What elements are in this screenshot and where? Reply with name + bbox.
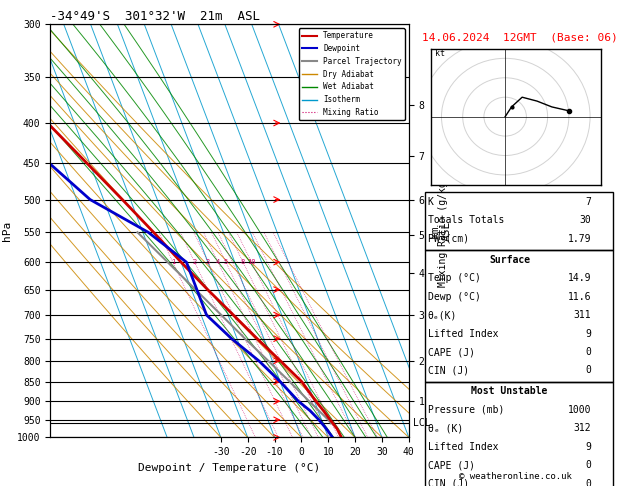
- Text: K: K: [428, 197, 433, 207]
- Text: Surface: Surface: [489, 255, 530, 265]
- Text: CIN (J): CIN (J): [428, 479, 469, 486]
- Text: 311: 311: [574, 310, 591, 320]
- Text: 1: 1: [170, 259, 175, 265]
- Text: Lifted Index: Lifted Index: [428, 442, 498, 452]
- Text: Most Unstable: Most Unstable: [471, 386, 548, 397]
- Text: 7: 7: [586, 197, 591, 207]
- Text: CAPE (J): CAPE (J): [428, 460, 475, 470]
- Y-axis label: km
ASL: km ASL: [430, 221, 452, 241]
- Text: CAPE (J): CAPE (J): [428, 347, 475, 357]
- Text: 4: 4: [216, 259, 220, 265]
- Text: 10: 10: [247, 259, 256, 265]
- Y-axis label: hPa: hPa: [1, 221, 11, 241]
- Text: 14.06.2024  12GMT  (Base: 06): 14.06.2024 12GMT (Base: 06): [421, 33, 618, 43]
- Text: © weatheronline.co.uk: © weatheronline.co.uk: [459, 472, 572, 481]
- Text: Lifted Index: Lifted Index: [428, 329, 498, 339]
- Text: 0: 0: [586, 479, 591, 486]
- Text: Pressure (mb): Pressure (mb): [428, 405, 504, 415]
- Text: Temp (°C): Temp (°C): [428, 273, 481, 283]
- Text: Dewp (°C): Dewp (°C): [428, 292, 481, 302]
- Text: 30: 30: [579, 215, 591, 226]
- Text: 5: 5: [224, 259, 228, 265]
- Text: PW (cm): PW (cm): [428, 234, 469, 244]
- Text: CIN (J): CIN (J): [428, 365, 469, 376]
- Text: 1000: 1000: [568, 405, 591, 415]
- Text: -34°49'S  301°32'W  21m  ASL: -34°49'S 301°32'W 21m ASL: [50, 10, 260, 23]
- Text: θₑ(K): θₑ(K): [428, 310, 457, 320]
- X-axis label: Dewpoint / Temperature (°C): Dewpoint / Temperature (°C): [138, 463, 321, 473]
- Legend: Temperature, Dewpoint, Parcel Trajectory, Dry Adiabat, Wet Adiabat, Isotherm, Mi: Temperature, Dewpoint, Parcel Trajectory…: [299, 28, 405, 120]
- Text: 2: 2: [192, 259, 197, 265]
- Text: 9: 9: [586, 442, 591, 452]
- Text: kt: kt: [435, 50, 445, 58]
- Text: 11.6: 11.6: [568, 292, 591, 302]
- Text: 8: 8: [241, 259, 245, 265]
- Text: θₑ (K): θₑ (K): [428, 423, 463, 434]
- Text: 0: 0: [586, 460, 591, 470]
- Text: 0: 0: [586, 347, 591, 357]
- Text: 1.79: 1.79: [568, 234, 591, 244]
- Text: Mixing Ratio (g/kg): Mixing Ratio (g/kg): [438, 175, 447, 287]
- Text: 0: 0: [586, 365, 591, 376]
- Text: 14.9: 14.9: [568, 273, 591, 283]
- Text: 312: 312: [574, 423, 591, 434]
- Text: LCL: LCL: [413, 418, 431, 428]
- Text: 3: 3: [206, 259, 210, 265]
- Text: Totals Totals: Totals Totals: [428, 215, 504, 226]
- Text: 9: 9: [586, 329, 591, 339]
